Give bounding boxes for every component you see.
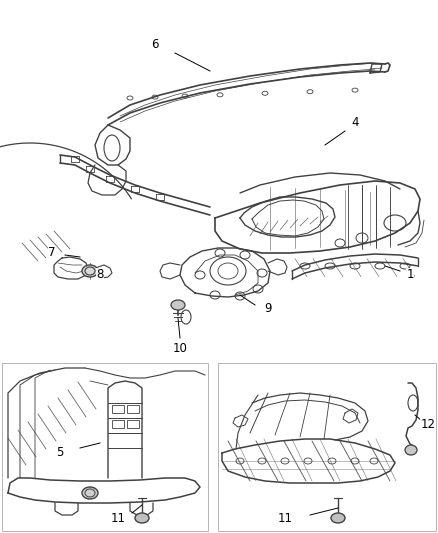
Ellipse shape [171,300,185,310]
Ellipse shape [82,487,98,499]
Ellipse shape [82,265,98,277]
Text: 4: 4 [351,117,359,130]
Text: 5: 5 [57,447,64,459]
Bar [218,363,436,531]
Bar [2,363,208,531]
Bar [127,405,139,413]
Ellipse shape [405,445,417,455]
Text: 11: 11 [278,513,293,526]
Text: 10: 10 [173,343,187,356]
Text: 8: 8 [96,269,104,281]
Ellipse shape [331,513,345,523]
Text: 7: 7 [48,246,56,260]
Bar [112,405,124,413]
Bar [127,420,139,428]
Text: 6: 6 [151,38,159,52]
Text: 12: 12 [420,418,435,432]
Bar [112,420,124,428]
Text: 9: 9 [264,303,272,316]
Text: 11: 11 [110,513,126,526]
Text: 1: 1 [406,269,414,281]
Ellipse shape [135,513,149,523]
